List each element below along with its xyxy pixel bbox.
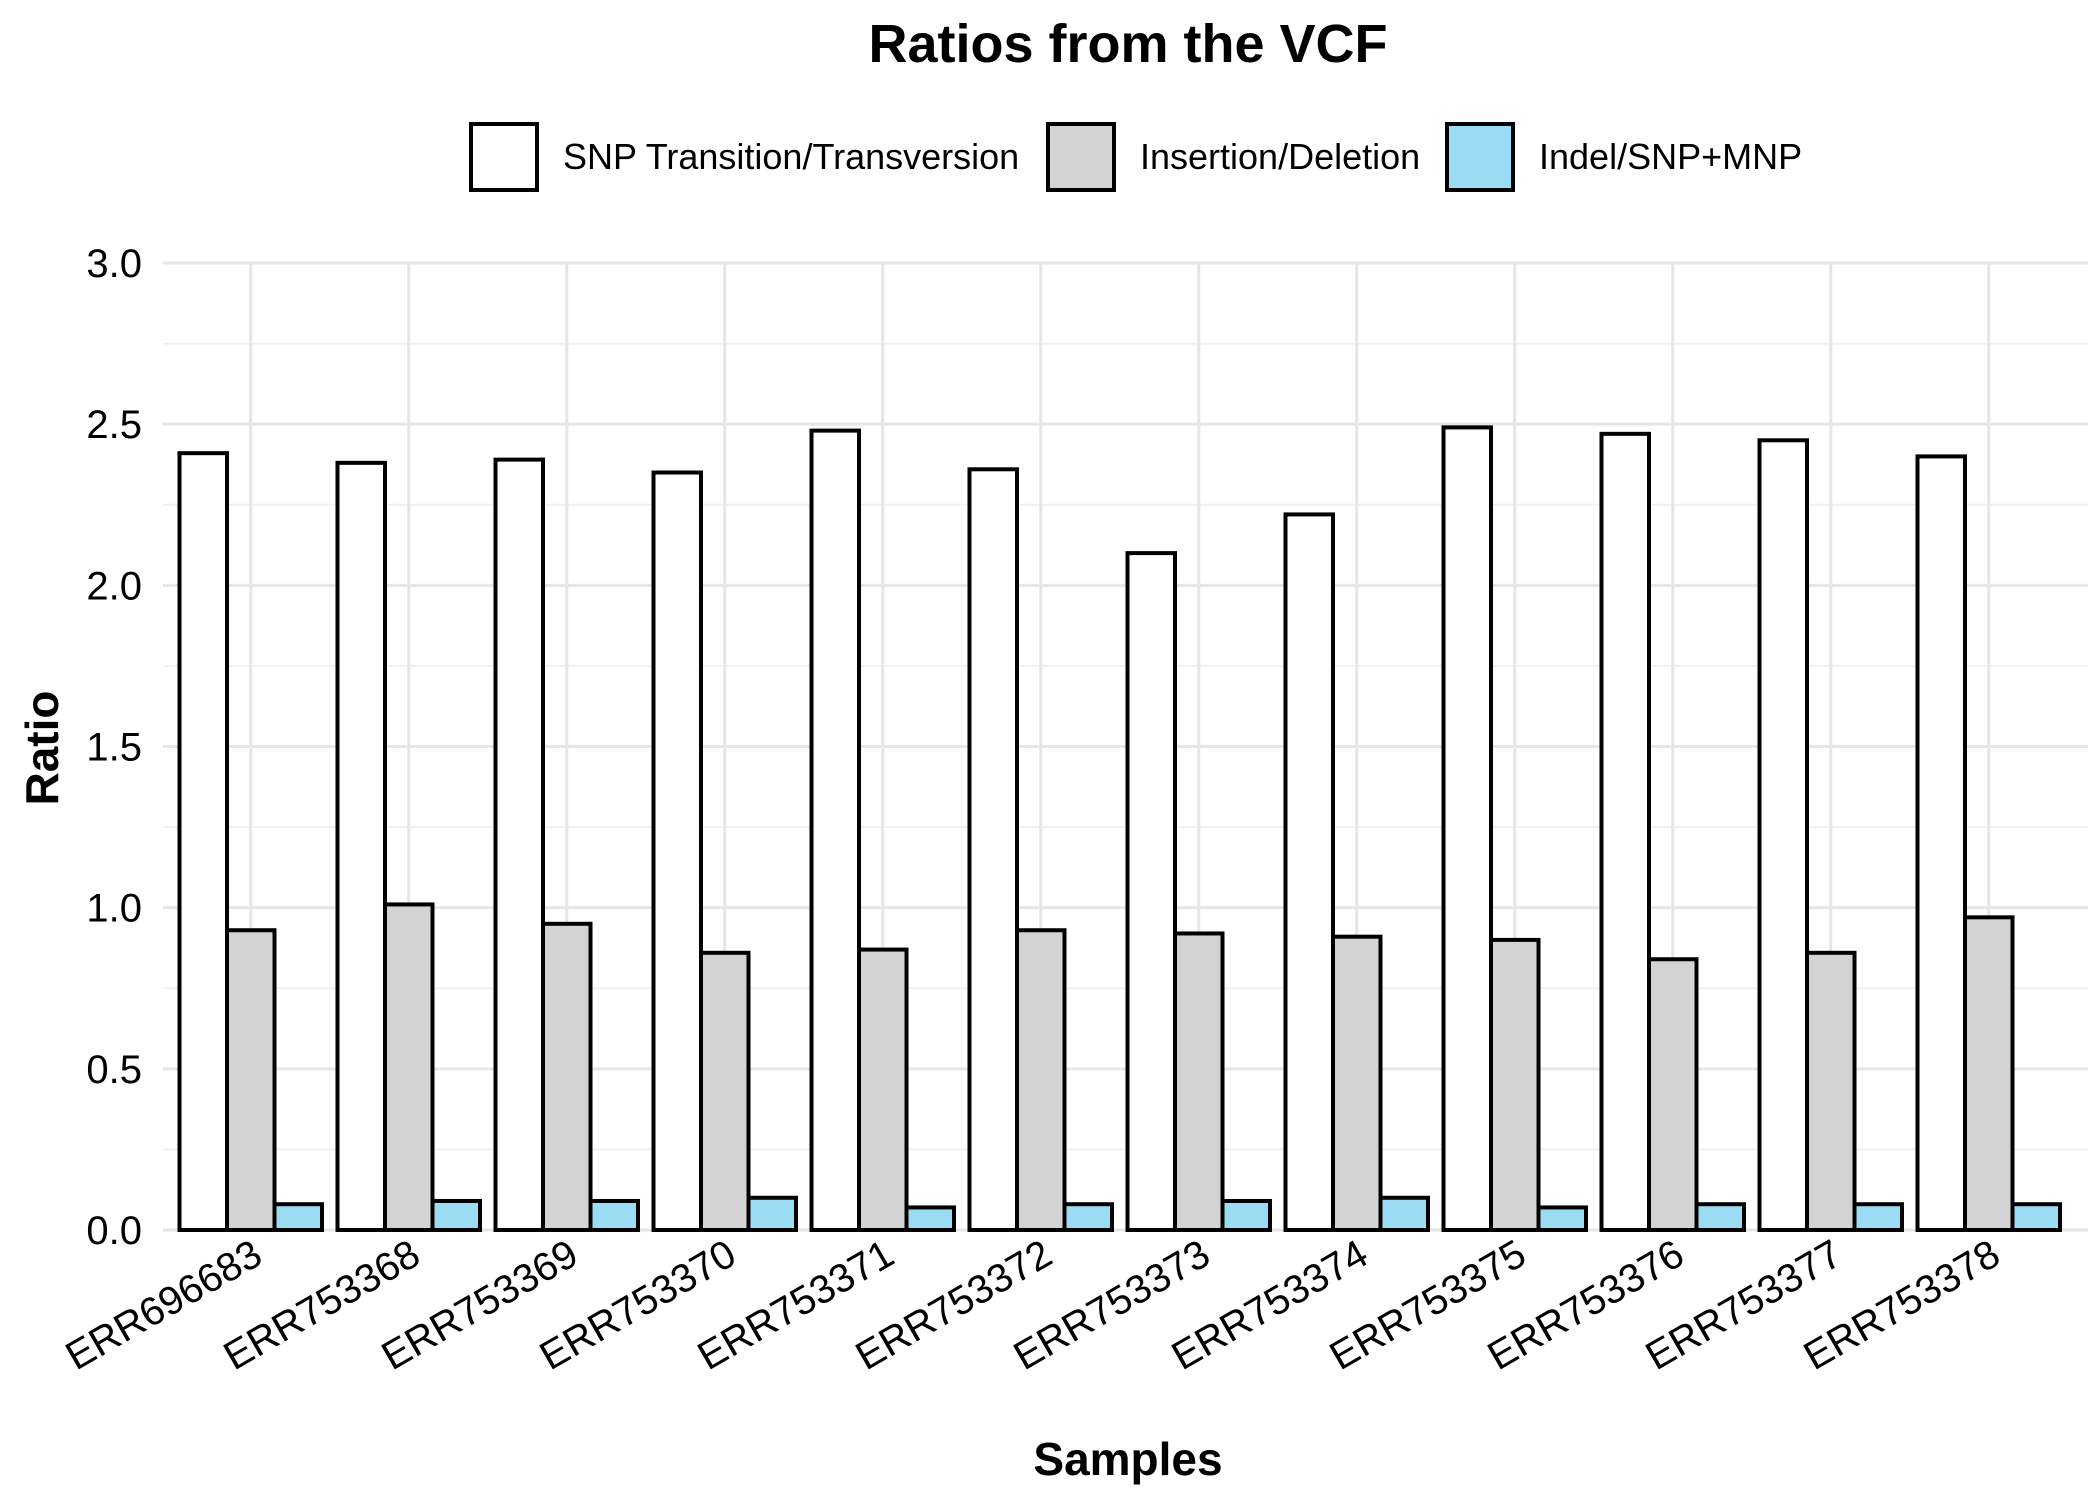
bar-indel-snp-mnp xyxy=(272,1202,324,1233)
bar-insertion-deletion xyxy=(857,947,909,1232)
bar-indel-snp-mnp xyxy=(2010,1202,2062,1233)
bar-snp-ts-tv xyxy=(177,451,229,1232)
legend-label: Indel/SNP+MNP xyxy=(1539,136,1802,177)
bar-insertion-deletion xyxy=(1331,934,1383,1233)
bar-snp-ts-tv xyxy=(651,470,703,1232)
bar-indel-snp-mnp xyxy=(904,1205,956,1232)
bar-indel-snp-mnp xyxy=(1694,1202,1746,1233)
bar-snp-ts-tv xyxy=(1283,512,1335,1232)
bar-insertion-deletion xyxy=(1489,937,1541,1233)
bar-insertion-deletion xyxy=(225,928,277,1232)
bar-indel-snp-mnp xyxy=(1062,1202,1114,1233)
y-tick-label: 2.5 xyxy=(86,403,142,447)
bar-indel-snp-mnp xyxy=(1536,1205,1588,1232)
y-tick-label: 0.5 xyxy=(86,1048,142,1092)
chart-title: Ratios from the VCF xyxy=(868,14,1387,74)
bar-insertion-deletion xyxy=(1805,950,1857,1232)
y-tick-label: 0.0 xyxy=(86,1209,142,1253)
y-axis: 0.0 0.5 1.0 1.5 2.0 2.5 3.0 xyxy=(86,242,142,1253)
bar-indel-snp-mnp xyxy=(1220,1198,1272,1232)
legend-label: Insertion/Deletion xyxy=(1140,136,1420,177)
bar-indel-snp-mnp xyxy=(1378,1195,1430,1233)
bar-snp-ts-tv xyxy=(335,460,387,1232)
bar-snp-ts-tv xyxy=(1915,454,1967,1232)
bar-indel-snp-mnp xyxy=(588,1198,640,1232)
bar-insertion-deletion xyxy=(1015,928,1067,1232)
bar-indel-snp-mnp xyxy=(430,1198,482,1232)
bar-snp-ts-tv xyxy=(1441,425,1493,1232)
legend-swatch xyxy=(1046,122,1116,192)
bar-insertion-deletion xyxy=(699,950,751,1232)
legend: SNP Transition/Transversion Insertion/Del… xyxy=(469,122,1802,192)
bar-insertion-deletion xyxy=(383,902,435,1233)
bar-insertion-deletion xyxy=(1173,931,1225,1232)
y-axis-title: Ratio xyxy=(16,691,68,806)
bar-insertion-deletion xyxy=(541,921,593,1232)
bar-indel-snp-mnp xyxy=(746,1195,798,1233)
legend-label: SNP Transition/Transversion xyxy=(563,136,1019,177)
legend-swatch xyxy=(1445,122,1515,192)
y-tick-label: 1.5 xyxy=(86,726,142,770)
bars xyxy=(177,425,2062,1233)
bar-insertion-deletion xyxy=(1963,915,2015,1232)
y-tick-label: 3.0 xyxy=(86,242,142,286)
bar-insertion-deletion xyxy=(1647,957,1699,1232)
x-axis-title: Samples xyxy=(1033,1433,1222,1485)
y-tick-label: 2.0 xyxy=(86,564,142,608)
y-tick-label: 1.0 xyxy=(86,887,142,931)
x-axis: ERR696683ERR753368ERR753369ERR753370ERR7… xyxy=(59,1232,2008,1379)
bar-snp-ts-tv xyxy=(1599,431,1651,1232)
bar-snp-ts-tv xyxy=(809,428,861,1232)
bar-snp-ts-tv xyxy=(493,457,545,1232)
bar-snp-ts-tv xyxy=(967,467,1019,1232)
bar-indel-snp-mnp xyxy=(1852,1202,1904,1233)
legend-swatch xyxy=(469,122,539,192)
bar-snp-ts-tv xyxy=(1757,438,1809,1232)
bar-snp-ts-tv xyxy=(1125,551,1177,1232)
